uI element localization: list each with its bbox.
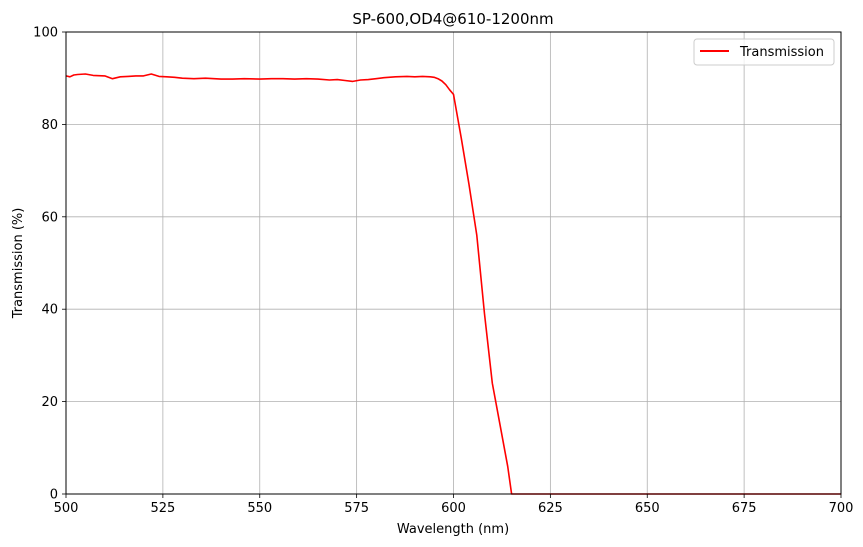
series-line-transmission: [65, 73, 841, 495]
y-tick-label: 40: [41, 303, 58, 318]
x-tick-label: 600: [441, 501, 466, 516]
legend: Transmission: [693, 38, 835, 66]
y-tick-label: 80: [41, 118, 58, 133]
x-tick-label: 550: [247, 501, 272, 516]
x-tick-label: 575: [344, 501, 369, 516]
x-tick-label: 500: [54, 501, 79, 516]
x-tick-label: 625: [538, 501, 563, 516]
x-tick-label: 525: [150, 501, 175, 516]
legend-box: [693, 38, 835, 66]
x-tick-label: 650: [635, 501, 660, 516]
chart-title: SP-600,OD4@610-1200nm: [352, 10, 553, 28]
y-tick-label: 60: [41, 210, 58, 225]
legend-entry-transmission: Transmission: [739, 45, 824, 60]
y-axis-ticks: 0 20 40 60 80 100: [33, 26, 66, 503]
series-layer: [65, 73, 841, 495]
y-axis-label: Transmission (%): [11, 208, 26, 320]
y-tick-label: 0: [50, 488, 58, 503]
x-axis-ticks: 500 525 550 575 600 625 650 675 700: [54, 494, 854, 516]
x-axis-label: Wavelength (nm): [397, 522, 509, 537]
y-tick-label: 20: [41, 395, 58, 410]
x-tick-label: 675: [732, 501, 757, 516]
x-tick-label: 700: [829, 501, 854, 516]
y-tick-label: 100: [33, 26, 58, 41]
